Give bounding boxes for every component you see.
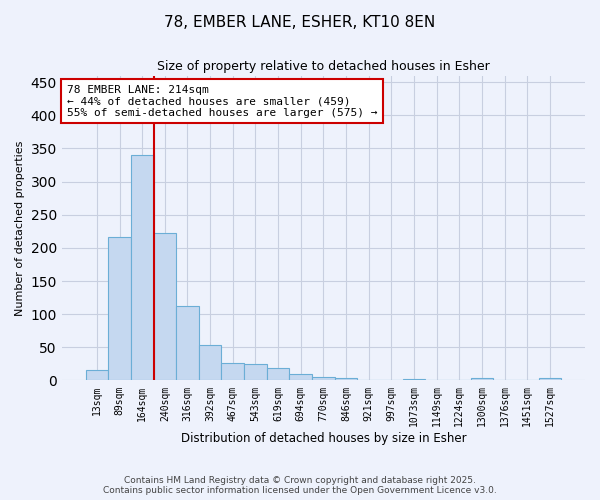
Bar (108, 238, 131, 380)
Bar (403, 379, 425, 380)
Bar (199, 344, 221, 380)
Text: Contains HM Land Registry data © Crown copyright and database right 2025.
Contai: Contains HM Land Registry data © Crown c… (103, 476, 497, 495)
Text: 78 EMBER LANE: 214sqm
← 44% of detached houses are smaller (459)
55% of semi-det: 78 EMBER LANE: 214sqm ← 44% of detached … (67, 84, 377, 118)
Y-axis label: Number of detached properties: Number of detached properties (15, 140, 25, 316)
Bar (86, 370, 108, 380)
Bar (289, 374, 312, 380)
Title: Size of property relative to detached houses in Esher: Size of property relative to detached ho… (157, 60, 490, 73)
Bar (221, 363, 244, 380)
X-axis label: Distribution of detached houses by size in Esher: Distribution of detached houses by size … (181, 432, 466, 445)
Text: 78, EMBER LANE, ESHER, KT10 8EN: 78, EMBER LANE, ESHER, KT10 8EN (164, 15, 436, 30)
Bar (244, 364, 267, 380)
Bar (176, 306, 199, 380)
Bar (154, 234, 176, 380)
Bar (470, 378, 493, 380)
Bar (131, 155, 154, 380)
Bar (539, 378, 561, 380)
Bar (312, 377, 335, 380)
Bar (267, 368, 289, 380)
Bar (335, 378, 358, 380)
